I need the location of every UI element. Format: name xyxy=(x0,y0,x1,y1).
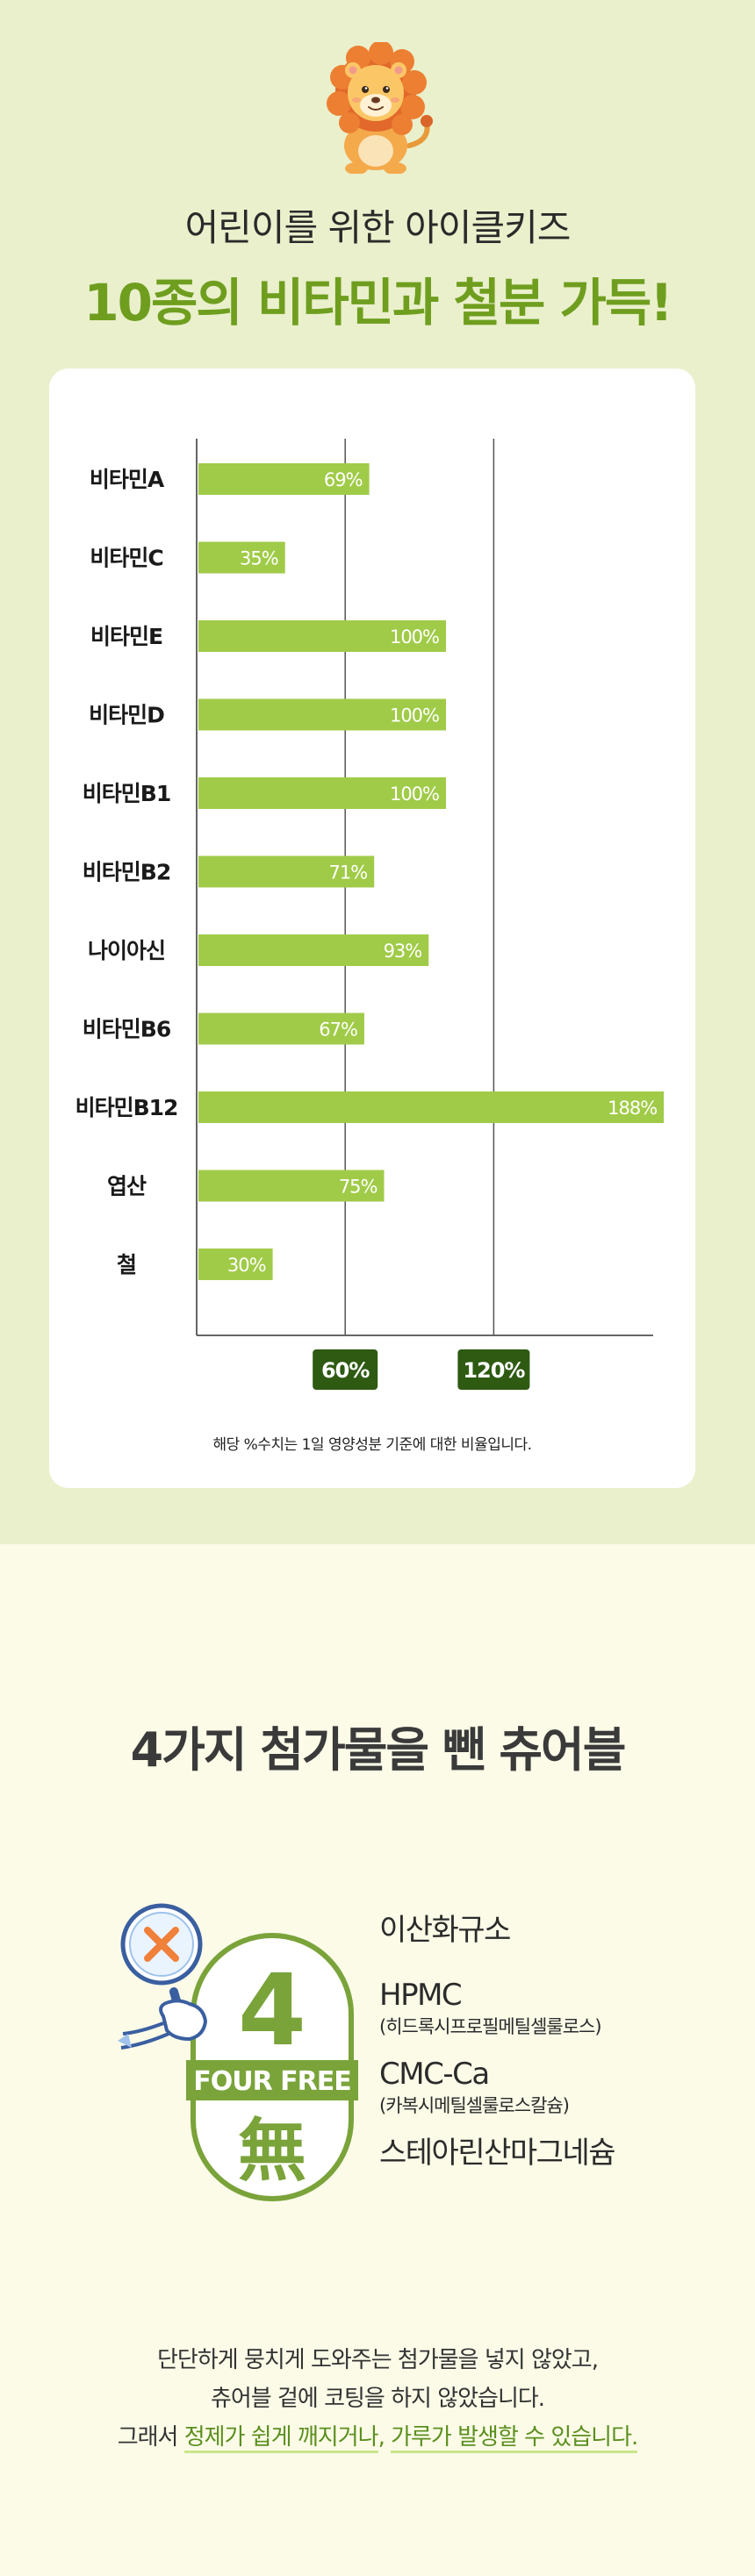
bar-value-label: 100% xyxy=(390,626,439,648)
bar-value-label: 30% xyxy=(227,1255,266,1276)
additive-detail: (히드록시프로필메틸셀룰로스) xyxy=(379,2016,602,2037)
bar-value-label: 100% xyxy=(390,784,439,805)
description-highlight-1: 정제가 쉽게 깨지거나 xyxy=(183,2424,379,2453)
bar-value-label: 100% xyxy=(390,705,439,726)
bar-value-label: 71% xyxy=(329,862,368,884)
bar-category-label: 비타민A xyxy=(90,467,165,492)
badge-hanja: 無 xyxy=(238,2112,306,2191)
bar-value-label: 69% xyxy=(324,469,363,490)
additive-name: CMC-Ca xyxy=(379,2057,490,2092)
bar-category-label: 비타민B6 xyxy=(83,1017,171,1042)
bar xyxy=(198,1013,364,1045)
description-highlight-2: 가루가 발생할 수 있습니다. xyxy=(391,2424,638,2453)
reference-label: 60% xyxy=(321,1358,370,1383)
reference-label-box xyxy=(313,1349,378,1390)
bar-category-label: 비타민C xyxy=(90,546,162,571)
additive-name: 이산화규소 xyxy=(379,1913,511,1948)
reference-label: 120% xyxy=(463,1358,525,1383)
bar xyxy=(198,855,375,888)
additive-detail: (카복시메틸셀룰로스칼슘) xyxy=(379,2095,570,2116)
nutrient-bar-chart: 60% 120% 비타민A 69% 비타민C 35% 비타민E 100% 비타민D 100% 비타민… xyxy=(76,439,665,1390)
bar xyxy=(198,698,446,731)
magnifier-x-icon xyxy=(118,1903,208,2050)
description-line2: 츄어블 겉에 코팅을 하지 않았습니다. xyxy=(210,2386,545,2412)
bar xyxy=(198,1091,665,1123)
nutrient-chart-card: 60% 120% 비타민A 69% 비타민C 35% 비타민E 100% 비타민D 100% 비타민… xyxy=(49,369,695,1488)
bar xyxy=(198,620,446,652)
bar-value-label: 188% xyxy=(608,1098,657,1119)
bar-category-label: 비타민D xyxy=(89,703,164,728)
additive-list: 이산화규소 HPMC (히드록시프로필메틸셀룰로스) CMC-Ca (카복시메틸… xyxy=(379,1913,730,2188)
bar-value-label: 35% xyxy=(240,548,278,569)
lion-mascot-icon xyxy=(327,42,433,174)
bar-category-label: 나이아신 xyxy=(88,938,165,963)
headline-line2: 10종의 비타민과 철분 가득! xyxy=(83,273,672,333)
bar xyxy=(198,463,370,495)
badge-number: 4 xyxy=(238,1954,306,2068)
additive-name: HPMC xyxy=(379,1978,463,2013)
description-line3: 그래서 정제가 쉽게 깨지거나, 가루가 발생할 수 있습니다. xyxy=(0,2418,755,2457)
additive-free-section: 4가지 첨가물을 뺀 츄어블 4 FOUR FREE 無 이산화규소 HPMC … xyxy=(0,1544,755,2576)
bar-category-label: 엽산 xyxy=(107,1174,147,1199)
bar xyxy=(198,1249,273,1280)
additive-item: 이산화규소 xyxy=(379,1913,730,1948)
bar-category-label: 비타민E xyxy=(90,624,162,649)
headline-line1: 어린이를 위한 아이클키즈 xyxy=(184,206,572,249)
bar-value-label: 75% xyxy=(339,1177,378,1198)
additive-item: 스테아린산마그네슘 xyxy=(379,2136,730,2171)
description-line1: 단단하게 뭉치게 도와주는 첨가물을 넣지 않았고, xyxy=(157,2347,599,2373)
nutrient-section: 어린이를 위한 아이클키즈 10종의 비타민과 철분 가득! 60% 120% 비타… xyxy=(0,0,755,1544)
additive-free-title: 4가지 첨가물을 뺀 츄어블 xyxy=(130,1722,627,1778)
chart-footnote: 해당 %수치는 1일 영양성분 기준에 대한 비율입니다. xyxy=(212,1436,532,1454)
additive-item: CMC-Ca (카복시메틸셀룰로스칼슘) xyxy=(379,2057,730,2118)
bar-category-label: 비타민B12 xyxy=(76,1095,178,1120)
additive-description: 단단하게 뭉치게 도와주는 첨가물을 넣지 않았고, 츄어블 겉에 코팅을 하지… xyxy=(0,2341,755,2457)
bar-category-label: 비타민B1 xyxy=(83,781,170,806)
bar-value-label: 67% xyxy=(319,1020,357,1041)
bar xyxy=(198,934,429,966)
bar xyxy=(198,777,446,809)
badge-text: FOUR FREE xyxy=(193,2066,350,2097)
description-prefix: 그래서 xyxy=(117,2424,184,2451)
description-separator: , xyxy=(378,2424,392,2451)
four-free-badge: 4 FOUR FREE 無 xyxy=(118,1903,358,2201)
reference-label-box xyxy=(457,1349,530,1390)
bar-value-label: 93% xyxy=(384,941,422,962)
bar-category-label: 비타민B2 xyxy=(83,860,170,885)
bar xyxy=(198,1170,385,1202)
additive-name: 스테아린산마그네슘 xyxy=(379,2136,616,2171)
additive-item: HPMC (히드록시프로필메틸셀룰로스) xyxy=(379,1978,730,2039)
bar xyxy=(198,541,285,574)
bar-category-label: 철 xyxy=(117,1252,136,1277)
